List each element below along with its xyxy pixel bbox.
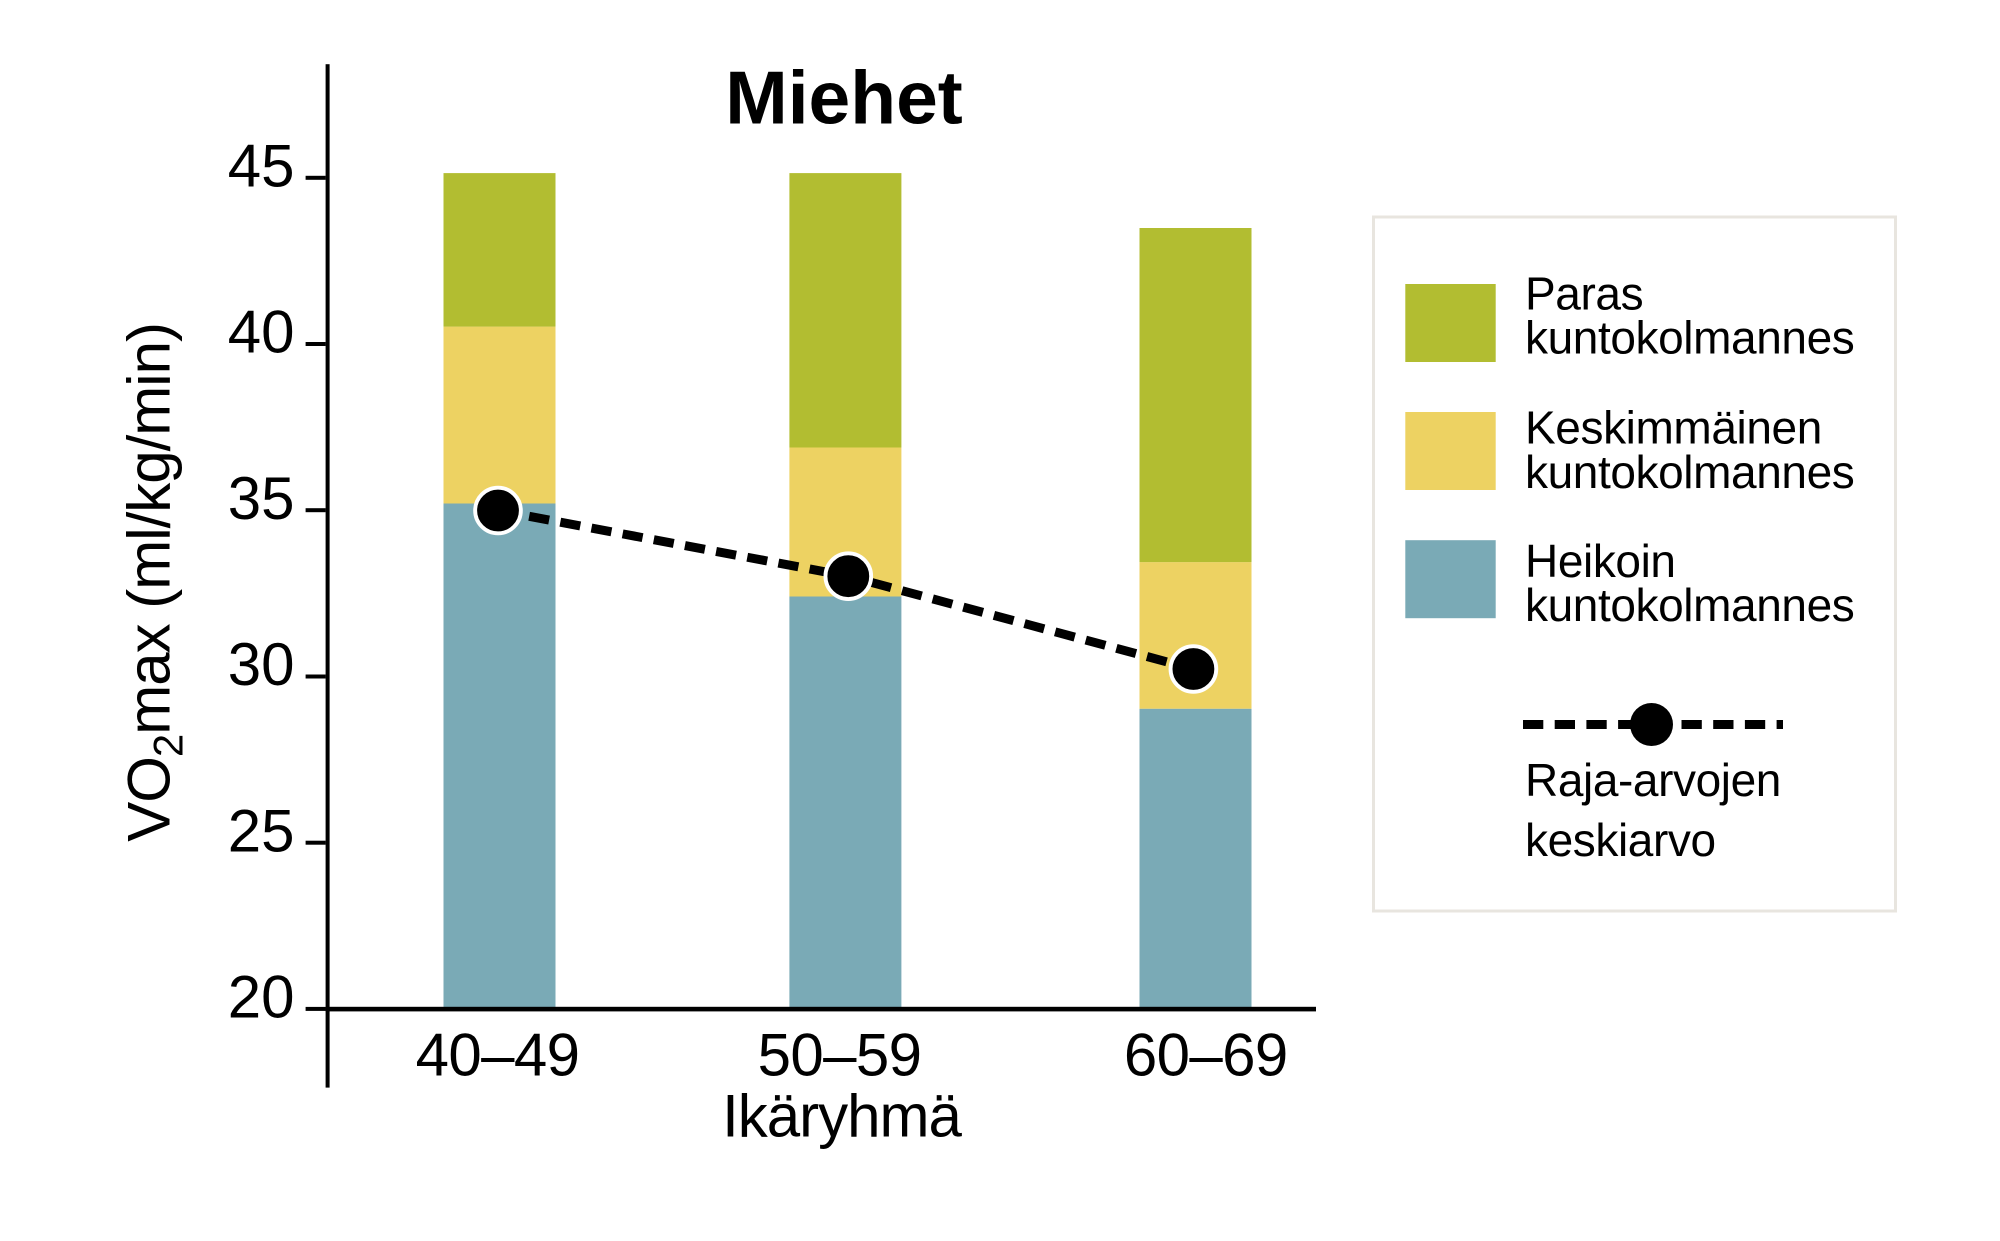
svg-text:50–59: 50–59 bbox=[758, 1022, 922, 1089]
svg-text:20: 20 bbox=[228, 964, 295, 1031]
svg-text:Paras: Paras bbox=[1525, 267, 1643, 319]
svg-text:40: 40 bbox=[228, 299, 295, 366]
svg-text:Raja-arvojen: Raja-arvojen bbox=[1525, 754, 1781, 806]
svg-text:Keskimmäinen: Keskimmäinen bbox=[1525, 401, 1822, 453]
svg-text:Heikoin: Heikoin bbox=[1525, 535, 1676, 587]
svg-text:Miehet: Miehet bbox=[725, 56, 963, 140]
svg-text:25: 25 bbox=[228, 797, 295, 864]
svg-text:VO2max (ml/kg/min): VO2max (ml/kg/min) bbox=[116, 323, 192, 842]
svg-text:30: 30 bbox=[228, 631, 295, 698]
svg-text:kuntokolmannes: kuntokolmannes bbox=[1525, 311, 1854, 363]
svg-text:60–69: 60–69 bbox=[1124, 1022, 1288, 1089]
svg-text:kuntokolmannes: kuntokolmannes bbox=[1525, 446, 1854, 498]
svg-text:45: 45 bbox=[228, 133, 295, 200]
svg-text:40–49: 40–49 bbox=[416, 1022, 580, 1089]
svg-text:keskiarvo: keskiarvo bbox=[1525, 814, 1716, 866]
svg-text:35: 35 bbox=[228, 465, 295, 532]
svg-text:Ikäryhmä: Ikäryhmä bbox=[722, 1082, 962, 1149]
svg-text:kuntokolmannes: kuntokolmannes bbox=[1525, 579, 1854, 631]
